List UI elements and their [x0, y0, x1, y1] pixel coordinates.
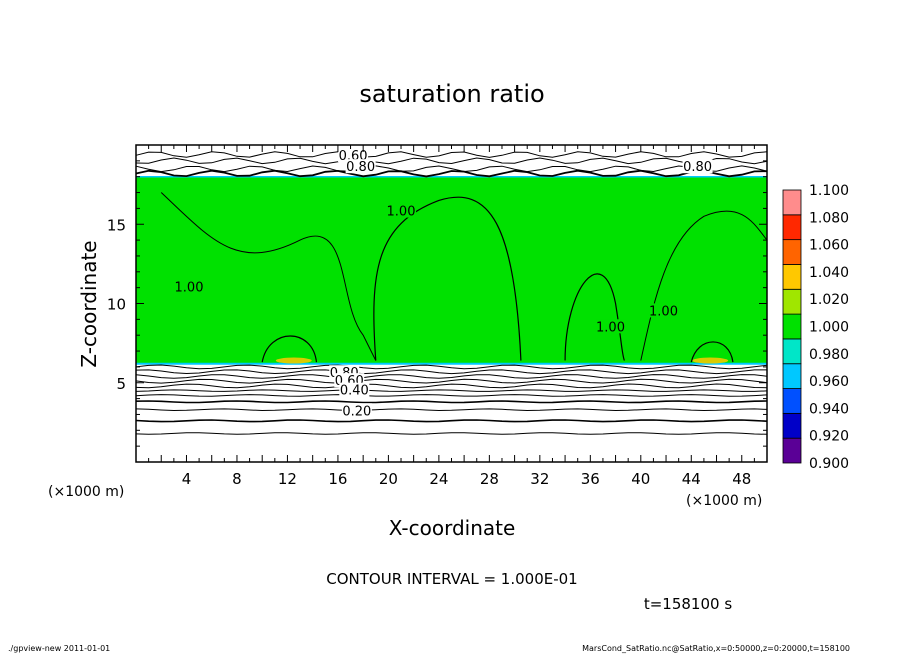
lower-contour: [135, 364, 768, 370]
colorbar-swatch: [782, 363, 802, 389]
y-axis-unit: (×1000 m): [48, 484, 124, 500]
contour-label-bg: [386, 203, 417, 218]
colorbar-swatch: [782, 338, 802, 365]
supersaturated-patch: [275, 357, 312, 364]
contour-label-bg: [345, 159, 376, 174]
contour-label-bg: [338, 148, 369, 163]
y-tick-label: 15: [107, 216, 126, 234]
upper-contour: [135, 165, 768, 173]
contour-label-bg: [595, 319, 626, 334]
time-text: t=158100 s: [644, 595, 732, 613]
contour-labels: 0.600.800.801.001.001.001.000.800.600.40…: [174, 148, 713, 419]
colorbar-label: 1.100: [809, 183, 849, 199]
contour-1-00-right-lobe: [564, 273, 625, 361]
lower-contour: [135, 408, 768, 412]
lower-contour: [135, 389, 768, 392]
lower-contour: [135, 419, 768, 423]
colorbar-swatch: [782, 437, 802, 464]
colorbar-label: 1.060: [809, 238, 849, 254]
lower-contour: [135, 378, 768, 384]
contour-1-00-right-dome: [690, 341, 734, 363]
contour-label-bg: [341, 403, 372, 418]
x-axis-ticks: 4 8 12 16 20 24 28 32 36 40 44 48: [135, 145, 768, 488]
lower-contour: [135, 432, 768, 435]
contour-label-bg: [174, 279, 205, 294]
x-tick-label: 36: [581, 470, 600, 488]
x-axis-label: X-coordinate: [389, 516, 516, 540]
x-tick-label: 32: [530, 470, 549, 488]
lower-contour: [135, 383, 768, 389]
colorbar-swatch: [782, 214, 802, 241]
contour-label: 0.40: [340, 384, 369, 399]
colorbar-swatch: [782, 189, 802, 216]
colorbar-label: 0.900: [809, 456, 849, 472]
colorbar-label: 0.920: [809, 429, 849, 445]
colorbar-swatch: [782, 239, 802, 265]
x-tick-label: 28: [480, 470, 499, 488]
contour-1-00-west: [160, 192, 377, 361]
colorbar-label: 1.040: [809, 265, 849, 281]
contour-1-00-center: [373, 196, 522, 361]
upper-contour: [135, 151, 768, 158]
contour-interval-text: CONTOUR INTERVAL = 1.000E-01: [326, 570, 577, 588]
contour-label: 1.00: [175, 281, 204, 296]
x-tick-label: 12: [278, 470, 297, 488]
colorbar-swatch: [782, 288, 802, 315]
contour-1-00-left-dome: [261, 335, 318, 363]
y-tick-label: 10: [107, 296, 126, 314]
colorbar-swatch: [782, 412, 802, 439]
lower-contour: [135, 374, 768, 379]
colorbar-label: 1.000: [809, 320, 849, 336]
colorbar-label: 1.080: [809, 210, 849, 226]
lower-contour: [135, 394, 768, 397]
colorbar-label: 1.020: [809, 292, 849, 308]
x-tick-label: 4: [182, 470, 192, 488]
lower-contour: [135, 400, 768, 404]
x-tick-label: 16: [328, 470, 347, 488]
x-tick-label: 40: [631, 470, 650, 488]
y-tick-label: 5: [116, 375, 126, 393]
colorbar-label: 0.980: [809, 347, 849, 363]
contour-label: 1.00: [649, 304, 678, 319]
colorbar-swatch: [782, 313, 802, 340]
supersaturated-patch: [692, 357, 729, 364]
colorbar: 0.900 0.920 0.940 0.960 0.980 1.000 1.020 1.040…: [782, 183, 849, 472]
x-tick-label: 44: [682, 470, 701, 488]
contour-label: 0.20: [342, 404, 371, 419]
contour-label: 1.00: [387, 205, 416, 220]
contour-lines: [135, 151, 768, 435]
upper-contour: [135, 157, 768, 165]
colorbar-swatch: [782, 388, 802, 414]
footer-right: MarsCond_SatRatio.nc@SatRatio,x=0:50000,…: [582, 644, 850, 653]
lower-contour: [135, 369, 767, 375]
contour-label-bg: [648, 303, 679, 318]
y-axis-label: Z-coordinate: [77, 240, 101, 367]
footer-left: ./gpview-new 2011-01-01: [8, 644, 110, 653]
plot-area: [136, 175, 767, 365]
contour-label: 0.80: [346, 160, 375, 175]
contour-label-bg: [682, 159, 713, 174]
colorbar-label: 0.940: [809, 401, 849, 417]
x-tick-label: 8: [232, 470, 242, 488]
saturated-layer: [136, 176, 767, 364]
contour-label-bg: [339, 382, 370, 397]
x-tick-label: 24: [429, 470, 448, 488]
x-tick-label: 20: [379, 470, 398, 488]
x-tick-label: 48: [732, 470, 751, 488]
y-axis-ticks: 5 10 15: [107, 144, 767, 463]
colorbar-swatch: [782, 264, 802, 290]
contour-label: 0.80: [683, 160, 712, 175]
contour-label: 1.00: [596, 320, 625, 335]
x-axis-unit: (×1000 m): [686, 493, 762, 509]
colorbar-label: 0.960: [809, 374, 849, 390]
chart-title: saturation ratio: [359, 80, 544, 108]
upper-contour: [135, 169, 768, 178]
